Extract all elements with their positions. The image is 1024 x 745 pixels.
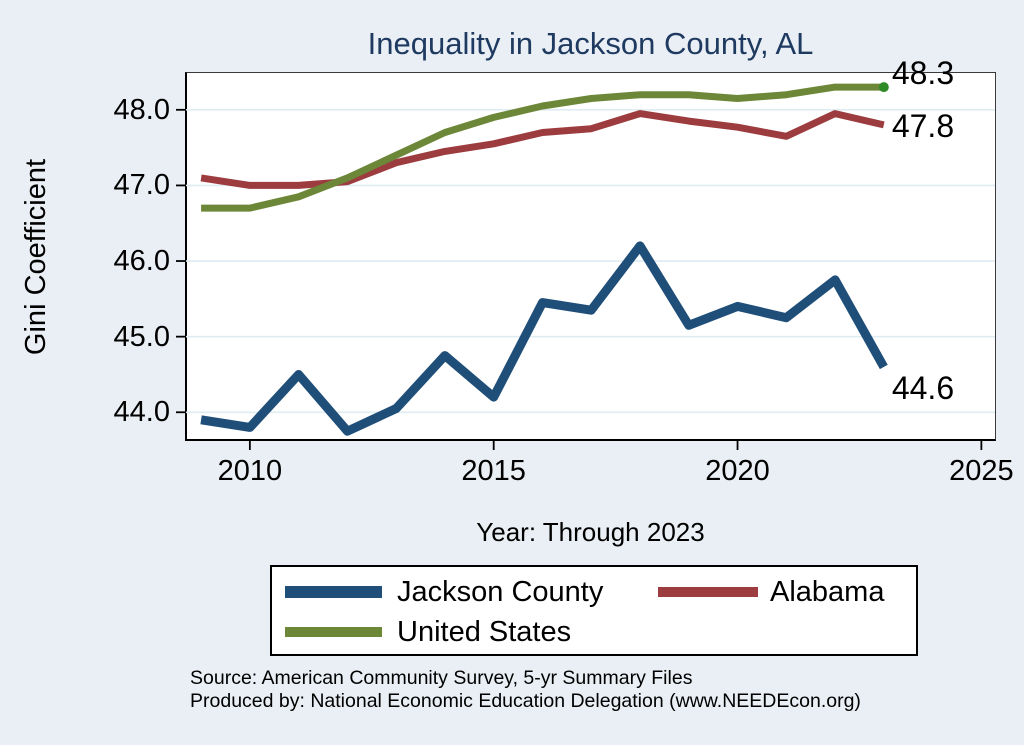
chart-title: Inequality in Jackson County, AL: [367, 26, 814, 61]
source-line: Source: American Community Survey, 5-yr …: [190, 667, 693, 689]
legend-item-jackson-county: Jackson County: [285, 574, 785, 610]
legend-label-alabama: Alabama: [770, 576, 885, 608]
y-tick-label: 47.0: [113, 169, 170, 202]
legend-swatch-united-states: [285, 627, 382, 637]
legend-item-alabama: Alabama: [658, 574, 908, 610]
x-tick-label: 2025: [949, 455, 1014, 487]
plot-area: [185, 72, 996, 441]
end-label-alabama: 47.8: [891, 107, 955, 144]
source-block: Source: American Community Survey, 5-yr …: [190, 667, 861, 712]
legend-label-united-states: United States: [397, 616, 572, 648]
x-tick-label: 2020: [705, 455, 770, 487]
legend-label-jackson-county: Jackson County: [397, 576, 604, 608]
x-tick-label: 2010: [217, 455, 283, 487]
y-axis-title: Gini Coefficient: [20, 158, 52, 356]
legend-swatch-alabama: [658, 587, 758, 597]
legend: Jackson County Alabama United States: [270, 565, 918, 656]
x-tick-label: 2015: [461, 455, 526, 487]
legend-item-united-states: United States: [285, 614, 785, 650]
y-tick-label: 48.0: [113, 93, 170, 126]
end-label-united-states: 48.3: [891, 55, 955, 92]
produced-by-line: Produced by: National Economic Education…: [190, 689, 861, 712]
y-tick-label: 45.0: [113, 320, 170, 353]
legend-swatch-jackson-county: [285, 586, 382, 598]
end-label-jackson-county: 44.6: [891, 369, 955, 406]
y-tick-label: 46.0: [113, 245, 170, 278]
x-axis-title: Year: Through 2023: [476, 517, 705, 547]
y-tick-label: 44.0: [113, 396, 170, 429]
